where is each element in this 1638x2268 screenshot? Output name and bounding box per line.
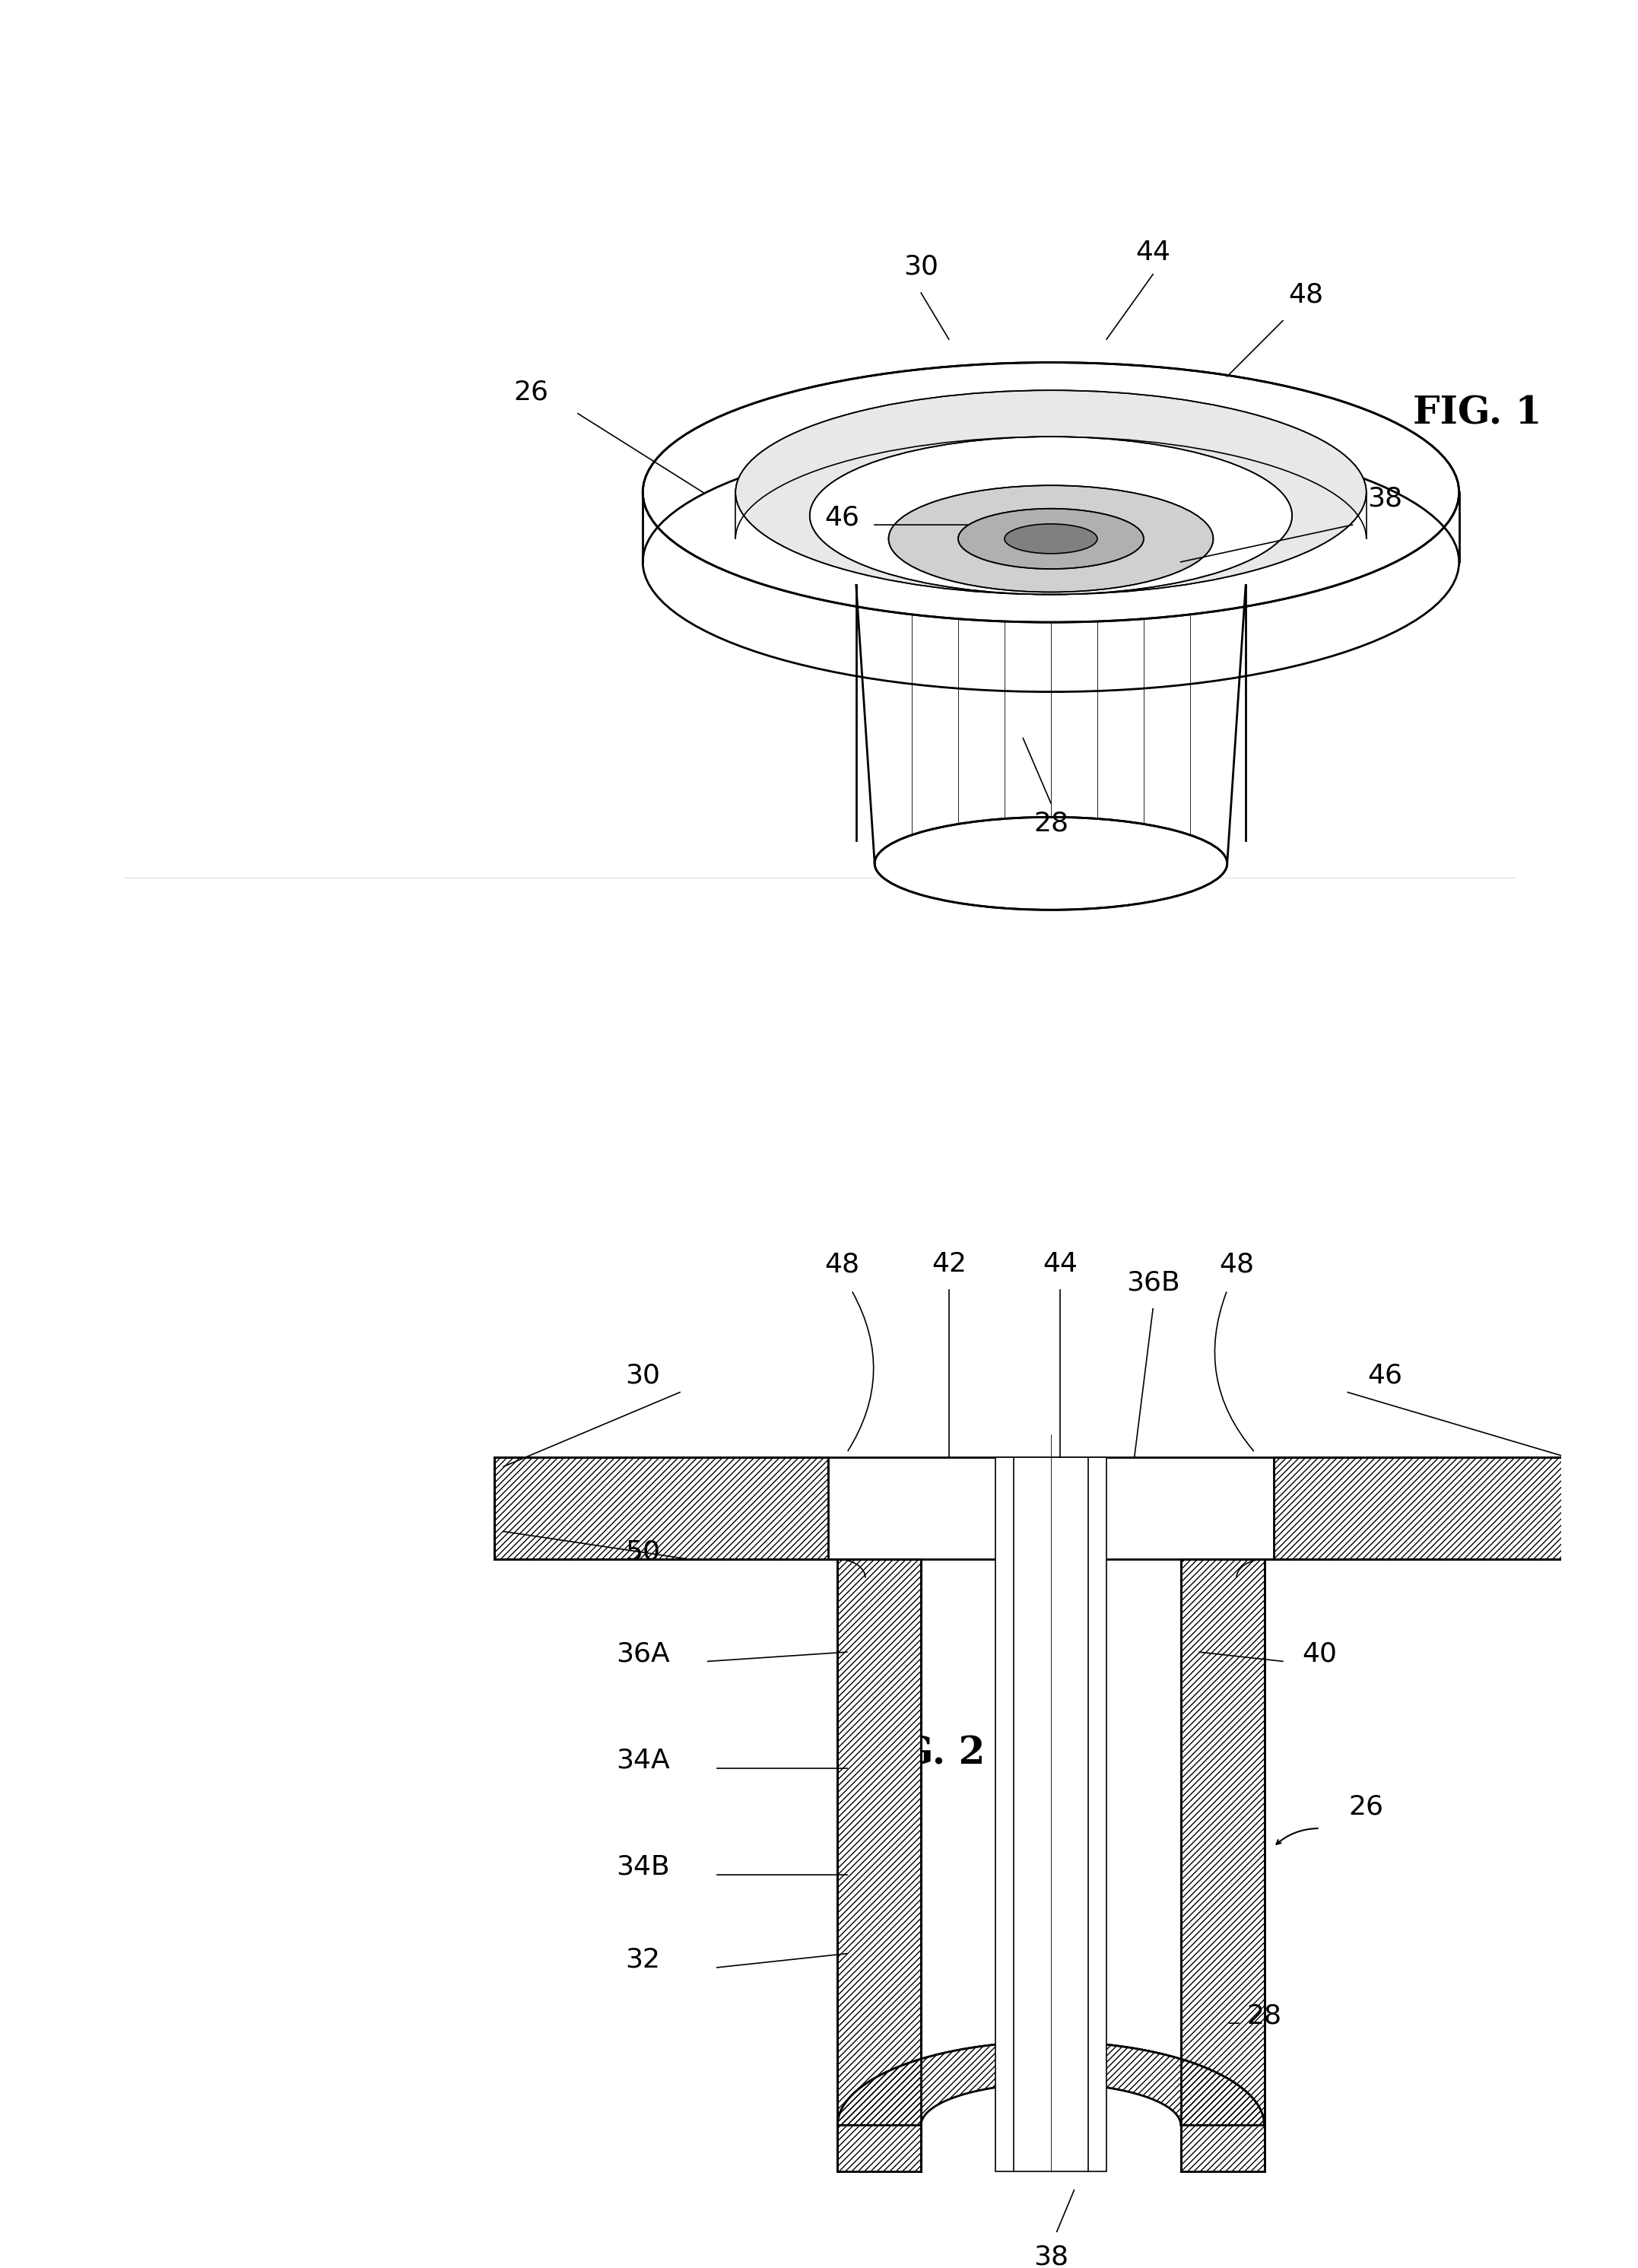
FancyBboxPatch shape <box>1273 1458 1607 1560</box>
Text: FIG. 1: FIG. 1 <box>1414 395 1541 433</box>
Text: 34B: 34B <box>616 1855 670 1880</box>
Text: 44: 44 <box>1135 240 1171 265</box>
Text: 30: 30 <box>626 1363 660 1388</box>
Text: 48: 48 <box>824 1252 860 1277</box>
Text: 36A: 36A <box>616 1640 670 1667</box>
FancyBboxPatch shape <box>837 1560 921 2173</box>
Text: 26: 26 <box>1348 1794 1384 1819</box>
Text: 38: 38 <box>1034 2243 1068 2268</box>
Text: 42: 42 <box>932 1252 966 1277</box>
Polygon shape <box>837 2041 1052 2125</box>
Text: 36B: 36B <box>1125 1270 1179 1295</box>
Text: 48: 48 <box>1219 1252 1255 1277</box>
Text: 46: 46 <box>1368 1363 1402 1388</box>
Ellipse shape <box>642 363 1459 621</box>
Text: 28: 28 <box>1034 810 1068 837</box>
FancyBboxPatch shape <box>996 1458 1107 2173</box>
Text: 44: 44 <box>1043 1252 1078 1277</box>
Text: FIG. 2: FIG. 2 <box>857 1735 984 1774</box>
Text: 32: 32 <box>626 1946 660 1973</box>
Ellipse shape <box>958 508 1143 569</box>
Ellipse shape <box>735 390 1366 594</box>
Ellipse shape <box>1004 524 1097 553</box>
Text: 34A: 34A <box>616 1749 670 1774</box>
Text: 28: 28 <box>1247 2003 1283 2028</box>
Text: 46: 46 <box>824 503 860 531</box>
Text: 40: 40 <box>1302 1640 1337 1667</box>
Text: 48: 48 <box>1289 281 1324 308</box>
Ellipse shape <box>875 816 1227 909</box>
Text: 26: 26 <box>514 379 549 406</box>
Text: 30: 30 <box>904 254 939 279</box>
FancyBboxPatch shape <box>1181 1560 1265 2173</box>
Ellipse shape <box>888 485 1214 592</box>
Ellipse shape <box>809 438 1292 594</box>
Text: 38: 38 <box>1368 485 1402 513</box>
FancyBboxPatch shape <box>495 1458 829 1560</box>
Polygon shape <box>1052 2041 1265 2125</box>
Text: 50: 50 <box>626 1538 660 1565</box>
